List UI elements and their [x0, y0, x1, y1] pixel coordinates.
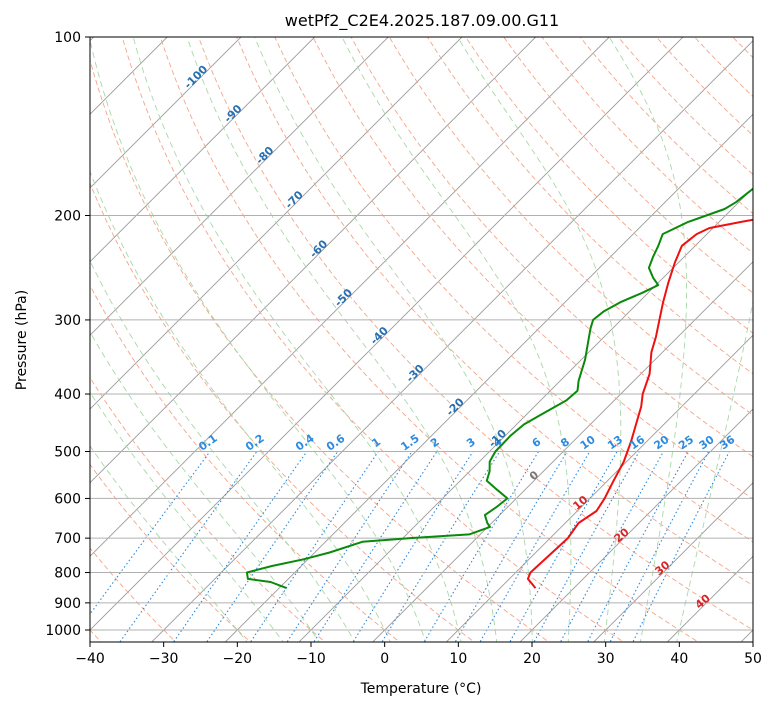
y-tick-label: 500	[54, 444, 81, 460]
mixing-ratio-line	[313, 451, 438, 642]
dry-adiabat-line	[465, 37, 753, 334]
x-axis-title: Temperature (°C)	[360, 681, 482, 697]
mixing-ratio-line	[454, 451, 568, 642]
isotherm-line	[224, 113, 753, 642]
isotherm-line	[593, 482, 753, 642]
isotherm-line	[90, 37, 389, 336]
x-tick-label: 30	[597, 651, 615, 667]
chart-title: wetPf2_C2E4.2025.187.09.00.G11	[285, 11, 559, 31]
y-axis: 100 200 300 400 500 600 700 800 900 1000	[45, 30, 90, 639]
isotherm-line	[151, 40, 753, 642]
isotherm-line	[298, 187, 753, 642]
y-axis-title: Pressure (hPa)	[14, 290, 30, 390]
mixing-ratio-line	[559, 451, 664, 642]
y-tick-label: 400	[54, 387, 81, 403]
x-tick-label: 20	[523, 651, 541, 667]
mixing-ratio-line	[119, 451, 258, 642]
mixing-ratio-line	[206, 451, 339, 642]
dry-adiabat-line	[274, 37, 753, 543]
moist-adiabat-line	[90, 170, 391, 642]
x-tick-label: −20	[223, 651, 253, 667]
y-tick-label: 900	[54, 596, 81, 612]
isotherm-line	[90, 37, 610, 557]
dry-adiabat-line	[90, 376, 326, 642]
plot-area: 0.1 0.2 0.4 0.6 1 1.5 2 3 4 6 8 10 13 16 20 25 30 36-100-…	[90, 37, 753, 642]
y-tick-label: 800	[54, 566, 81, 582]
dry-adiabat-line	[427, 37, 753, 375]
mixing-ratio-line	[90, 451, 211, 616]
mixing-ratio-line	[586, 451, 689, 642]
mixing-ratio-line	[609, 451, 710, 642]
sounding-series	[245, 187, 753, 590]
y-tick-label: 300	[54, 313, 81, 329]
pressure-grid	[90, 37, 753, 631]
dry-adiabat-line	[350, 37, 753, 458]
dry-adiabat-line	[90, 58, 550, 642]
isotherm-line	[90, 37, 463, 410]
mixing-ratio-line	[632, 451, 730, 642]
dewpoint-profile-line	[245, 187, 753, 590]
mixing-ratio-line	[479, 451, 591, 642]
dry-adiabat-line	[90, 463, 251, 642]
moist-adiabat-line	[90, 259, 356, 642]
isotherm-line	[90, 37, 537, 484]
y-tick-label: 100	[54, 30, 81, 46]
y-tick-label: 200	[54, 209, 81, 225]
isotherm-line	[90, 37, 242, 189]
dry-adiabat-line	[159, 37, 700, 642]
x-tick-label: 10	[449, 651, 467, 667]
mixing-ratio-line	[249, 451, 379, 642]
plot-frame	[89, 36, 754, 643]
y-tick-label: 600	[54, 491, 81, 507]
x-tick-label: −10	[296, 651, 326, 667]
x-tick-label: −30	[149, 651, 179, 667]
mixing-ratio-line	[381, 451, 501, 642]
y-tick-label: 700	[54, 531, 81, 547]
dry-adiabat-line	[90, 182, 476, 642]
x-tick-label: −40	[75, 651, 105, 667]
mixing-ratio-line	[352, 451, 474, 642]
temperature-profile-line	[526, 218, 753, 589]
isotherm-line	[372, 261, 753, 642]
isotherm-line	[90, 37, 316, 263]
mixing-ratio-line	[172, 451, 308, 642]
mixing-ratio-line	[286, 451, 413, 642]
x-tick-label: 40	[670, 651, 688, 667]
x-axis: −40 −30 −20 −10 0 10 20 30 40 50	[75, 642, 762, 667]
x-tick-label: 0	[380, 651, 389, 667]
x-tick-label: 50	[744, 651, 762, 667]
isotherm-line	[90, 37, 684, 631]
dry-adiabat-line	[312, 37, 753, 500]
y-tick-label: 1000	[45, 623, 81, 639]
